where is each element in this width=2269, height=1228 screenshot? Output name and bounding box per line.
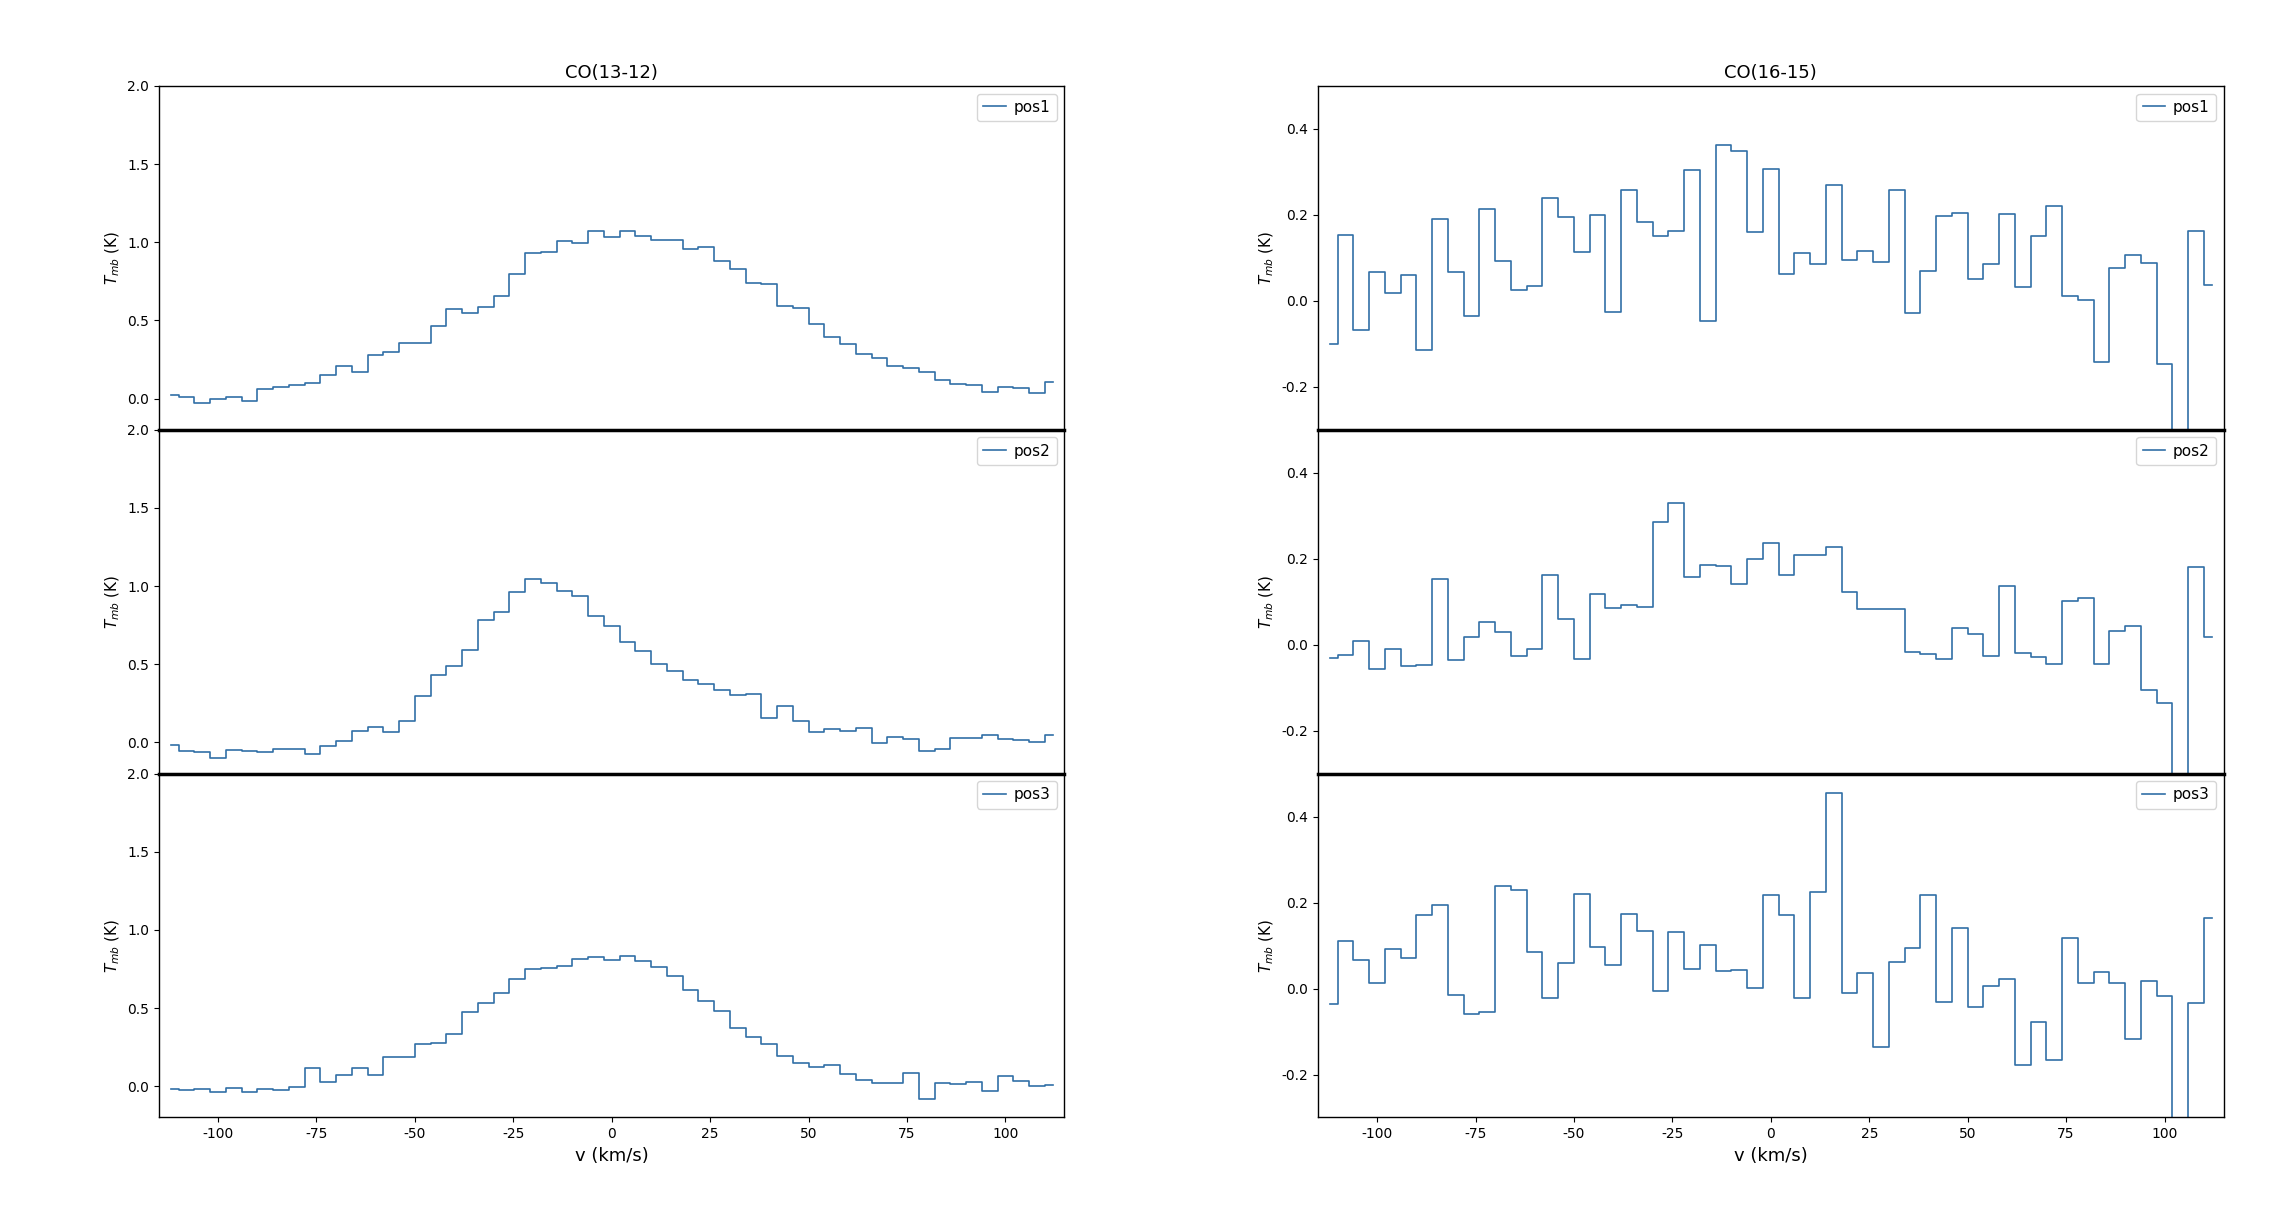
X-axis label: v (km/s): v (km/s) bbox=[574, 1147, 649, 1164]
Legend: pos3: pos3 bbox=[978, 781, 1057, 808]
Y-axis label: $T_{mb}$ (K): $T_{mb}$ (K) bbox=[1257, 231, 1275, 285]
Legend: pos1: pos1 bbox=[2137, 93, 2217, 120]
Legend: pos2: pos2 bbox=[2137, 437, 2217, 464]
Y-axis label: $T_{mb}$ (K): $T_{mb}$ (K) bbox=[102, 231, 123, 285]
Title: CO(16-15): CO(16-15) bbox=[1724, 64, 1817, 81]
Legend: pos2: pos2 bbox=[978, 437, 1057, 464]
Legend: pos3: pos3 bbox=[2137, 781, 2217, 808]
Y-axis label: $T_{mb}$ (K): $T_{mb}$ (K) bbox=[102, 575, 123, 629]
Y-axis label: $T_{mb}$ (K): $T_{mb}$ (K) bbox=[102, 919, 123, 973]
Title: CO(13-12): CO(13-12) bbox=[565, 64, 658, 81]
Legend: pos1: pos1 bbox=[978, 93, 1057, 120]
X-axis label: v (km/s): v (km/s) bbox=[1734, 1147, 1808, 1164]
Y-axis label: $T_{mb}$ (K): $T_{mb}$ (K) bbox=[1257, 919, 1275, 973]
Y-axis label: $T_{mb}$ (K): $T_{mb}$ (K) bbox=[1257, 575, 1275, 629]
